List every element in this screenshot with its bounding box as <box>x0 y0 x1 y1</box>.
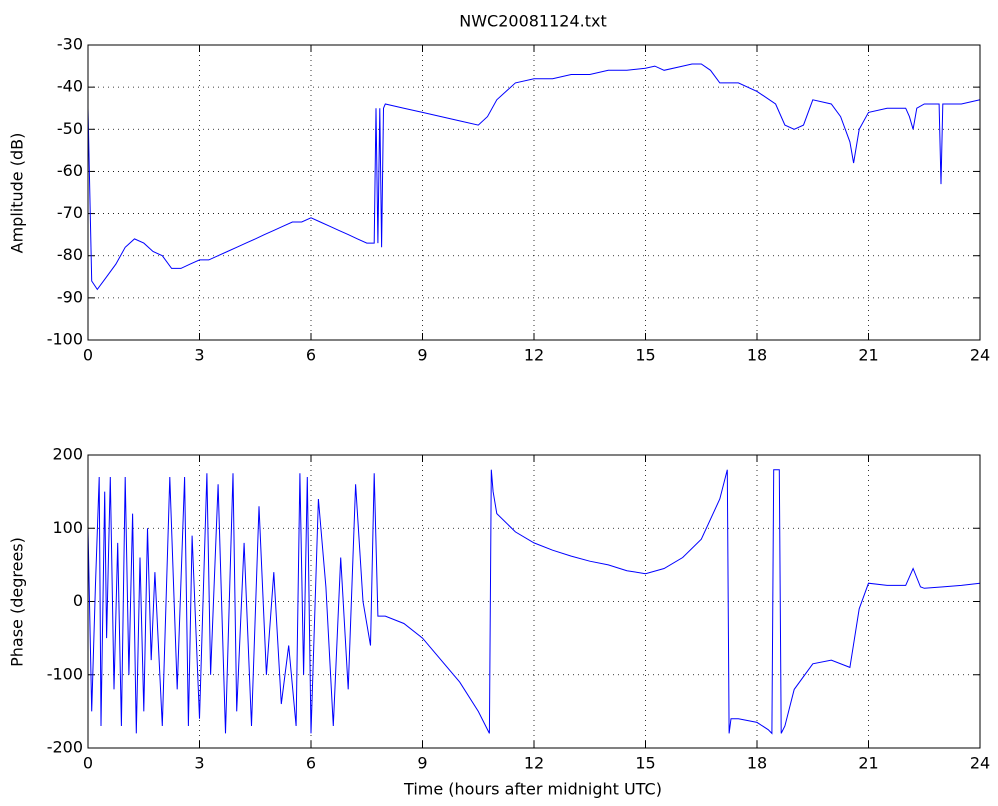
x-tick-label: 18 <box>747 346 767 365</box>
x-tick-label: 9 <box>417 754 427 773</box>
y-tick-label: -70 <box>57 203 83 222</box>
y-tick-label: -50 <box>57 119 83 138</box>
y-axis-label: Amplitude (dB) <box>8 133 27 254</box>
data-line <box>87 469 981 735</box>
x-axis-label: Time (hours after midnight UTC) <box>403 780 662 799</box>
y-tick-label: -60 <box>57 161 83 180</box>
y-tick-label: 200 <box>52 445 83 464</box>
y-tick-label: 100 <box>52 518 83 537</box>
x-tick-label: 12 <box>524 754 544 773</box>
x-tick-label: 6 <box>306 754 316 773</box>
y-tick-label: -100 <box>47 330 83 349</box>
x-tick-label: 9 <box>417 346 427 365</box>
x-tick-label: 0 <box>83 754 93 773</box>
x-tick-label: 18 <box>747 754 767 773</box>
data-line <box>87 63 981 291</box>
x-tick-label: 12 <box>524 346 544 365</box>
x-tick-label: 3 <box>194 346 204 365</box>
y-tick-label: -30 <box>57 35 83 54</box>
x-tick-label: 24 <box>970 346 990 365</box>
y-tick-label: -200 <box>47 738 83 757</box>
y-tick-label: -40 <box>57 77 83 96</box>
x-tick-label: 15 <box>635 346 655 365</box>
y-tick-label: -90 <box>57 287 83 306</box>
y-tick-label: 0 <box>73 591 83 610</box>
x-tick-label: 0 <box>83 346 93 365</box>
x-tick-label: 6 <box>306 346 316 365</box>
x-tick-label: 21 <box>858 346 878 365</box>
y-tick-label: -80 <box>57 245 83 264</box>
x-tick-label: 21 <box>858 754 878 773</box>
x-tick-label: 15 <box>635 754 655 773</box>
x-tick-label: 3 <box>194 754 204 773</box>
chart-title: NWC20081124.txt <box>459 12 607 31</box>
y-axis-label: Phase (degrees) <box>8 537 27 667</box>
x-tick-label: 24 <box>970 754 990 773</box>
axes-frame <box>87 44 981 341</box>
axes-frame <box>87 454 981 749</box>
y-tick-label: -100 <box>47 664 83 683</box>
